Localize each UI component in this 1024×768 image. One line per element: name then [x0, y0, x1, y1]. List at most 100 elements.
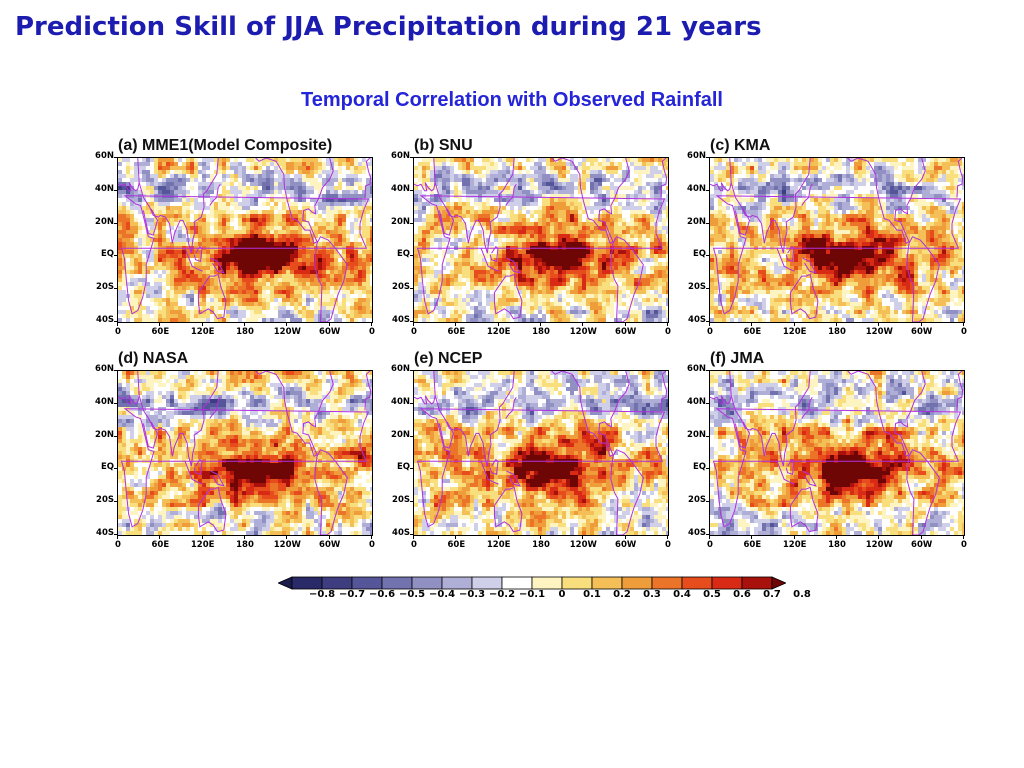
- lon-tick-label: 180: [828, 540, 846, 550]
- lon-tick: [624, 535, 626, 539]
- coastline: [801, 183, 813, 206]
- lon-tick: [751, 322, 753, 326]
- lat-tick: [706, 157, 710, 158]
- lon-tick: [497, 535, 499, 539]
- coastline: [789, 273, 819, 320]
- panel-label: (b) SNU: [414, 137, 473, 154]
- colorbar-label: 0: [558, 589, 566, 600]
- lat-tick-label: 60N: [95, 364, 114, 374]
- coastline: [802, 257, 817, 274]
- colorbar-label: 0.8: [793, 589, 811, 600]
- colorbar-swatch: [681, 576, 713, 590]
- correlation-map: [413, 370, 669, 536]
- lat-tick-label: 20S: [392, 495, 410, 506]
- lat-tick-label: 20S: [688, 495, 706, 506]
- correlation-map: [709, 370, 965, 536]
- lat-tick-label: 20N: [687, 216, 706, 227]
- coastline: [364, 158, 372, 198]
- lon-tick: [878, 322, 880, 326]
- lat-tick-label: 40N: [95, 183, 114, 194]
- coastline: [847, 158, 926, 244]
- coastline: [710, 395, 732, 405]
- lon-tick: [709, 322, 710, 326]
- colorbar-label: −0.6: [368, 589, 396, 600]
- coastline: [433, 371, 515, 467]
- colorbar-label: −0.1: [518, 589, 546, 600]
- map-panel: (d) NASA 60N 40N 20N EQ 20S 40S 0 60E 120E 180 120W…: [95, 350, 402, 550]
- coastline: [660, 158, 668, 198]
- lat-tick: [114, 468, 118, 470]
- colorbar-swatch: [441, 576, 473, 590]
- lon-tick: [963, 322, 964, 326]
- coastline: [120, 195, 370, 315]
- colorbar-swatch: [561, 576, 593, 590]
- lat-tick: [706, 468, 710, 470]
- coastline: [785, 245, 795, 262]
- coastline: [712, 195, 962, 315]
- colorbar-label: 0.4: [673, 589, 691, 600]
- panel-label: (a) MME1(Model Composite): [118, 137, 333, 154]
- panel-label: (e) NCEP: [414, 350, 483, 367]
- lon-tick-label: 60E: [743, 540, 762, 550]
- lat-tick: [706, 402, 710, 404]
- colorbar-label: 0.7: [763, 589, 781, 600]
- colorbar-swatch: [471, 576, 503, 590]
- lat-tick-label: 40N: [391, 396, 410, 407]
- lon-tick: [540, 322, 541, 326]
- lon-tick: [413, 322, 414, 326]
- coastline: [489, 245, 499, 262]
- lat-tick-label: 40S: [688, 528, 706, 538]
- lat-tick: [114, 435, 118, 437]
- lon-tick: [117, 322, 118, 326]
- coastline: [506, 470, 521, 487]
- lon-tick-label: 120W: [569, 327, 597, 337]
- lon-tick-label: 60E: [151, 540, 170, 550]
- lon-tick-label: 60E: [447, 327, 466, 337]
- coastline: [506, 257, 521, 274]
- coastline: [493, 486, 523, 533]
- coastline: [551, 371, 630, 457]
- colorbar-swatch: [381, 576, 413, 590]
- lat-tick: [706, 189, 710, 191]
- colorbar: −0.8 −0.7 −0.6 −0.5 −0.4 −0.3 −0.2 −0.1 0 0.1 0.2 0…: [276, 576, 811, 616]
- colorbar-label: 0.2: [613, 589, 631, 600]
- coastline: [438, 208, 455, 236]
- coastline: [847, 371, 926, 457]
- lat-tick-label: EQ: [396, 462, 410, 473]
- colorbar-label: −0.4: [428, 589, 456, 600]
- coastline: [660, 371, 668, 411]
- map-panel: (e) NCEP 60N 40N 20N EQ 20S 40S 0 60E 120E 180 120W…: [391, 350, 698, 550]
- colorbar-swatch: [591, 576, 623, 590]
- lon-tick: [497, 322, 499, 326]
- lat-tick-label: 60N: [687, 151, 706, 161]
- lon-tick: [793, 535, 795, 539]
- lat-tick: [410, 288, 414, 290]
- coastline: [414, 395, 436, 405]
- lon-tick-label: 0: [115, 327, 121, 337]
- lat-tick-label: 40S: [392, 315, 410, 325]
- coastline: [210, 470, 225, 487]
- coastline: [364, 371, 372, 411]
- lon-tick-label: 180: [236, 540, 254, 550]
- coastline: [197, 486, 227, 533]
- lon-tick-label: 0: [369, 327, 375, 337]
- colorbar-swatch: [531, 576, 563, 590]
- lat-tick: [410, 321, 414, 322]
- coastline: [184, 461, 203, 485]
- coastline: [710, 182, 732, 192]
- lat-tick: [410, 222, 414, 224]
- lat-tick-label: 60N: [391, 364, 410, 374]
- lon-tick-label: 60W: [911, 327, 933, 337]
- coastline: [118, 395, 140, 405]
- lon-tick: [371, 535, 372, 539]
- coastline: [209, 183, 221, 206]
- colorbar-label: −0.2: [488, 589, 516, 600]
- figure-subtitle: Temporal Correlation with Observed Rainf…: [301, 89, 723, 111]
- coastline: [734, 421, 751, 449]
- lat-tick-label: 60N: [95, 151, 114, 161]
- lat-tick: [114, 255, 118, 257]
- panel-label: (c) KMA: [710, 137, 771, 154]
- lat-tick-label: 40N: [95, 396, 114, 407]
- lon-tick: [751, 535, 753, 539]
- coastline: [142, 421, 159, 449]
